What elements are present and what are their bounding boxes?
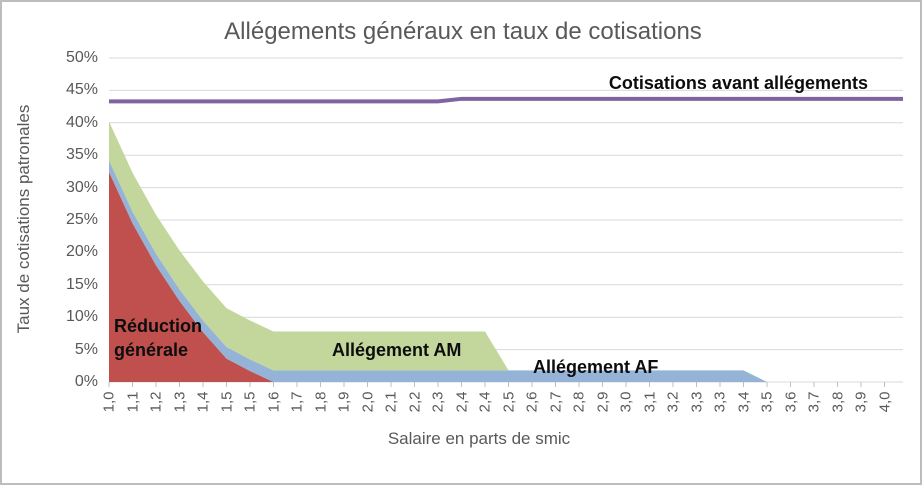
- y-tick-label: 45%: [65, 81, 98, 99]
- series-label-cotisations-avant-allegements: Cotisations avant allégements: [608, 73, 868, 93]
- y-tick-label: 30%: [65, 178, 98, 196]
- y-tick-label: 50%: [65, 49, 98, 66]
- x-tick-label: 1,6: [265, 391, 282, 413]
- x-tick-label: 2,9: [594, 391, 611, 413]
- x-tick-label: 3,0: [617, 391, 635, 413]
- x-tick-label: 3,1: [641, 391, 658, 413]
- x-tick-label: 3,2: [664, 391, 682, 413]
- x-tick-label: 1,3: [171, 391, 188, 413]
- chart-title: Allégements généraux en taux de cotisati…: [224, 18, 702, 45]
- x-tick-label: 1,9: [335, 391, 353, 413]
- y-tick-label: 5%: [74, 340, 98, 358]
- x-tick-label: 2,5: [500, 391, 517, 413]
- x-tick-label: 1,2: [147, 391, 165, 413]
- x-tick-label: 4,0: [876, 391, 893, 413]
- x-tick-label: 1,1: [124, 391, 141, 413]
- x-tick-label: 3,4: [735, 391, 752, 413]
- x-tick-label: 2,0: [359, 391, 376, 413]
- x-tick-label: 2,2: [406, 391, 423, 413]
- y-tick-label: 35%: [65, 146, 98, 164]
- y-tick-label: 20%: [65, 243, 98, 261]
- x-tick-label: 2,1: [382, 391, 400, 413]
- y-axis-title: Taux de cotisations patronales: [14, 104, 33, 334]
- y-tick-label: 10%: [65, 308, 98, 326]
- x-axis-title: Salaire en parts de smic: [387, 429, 571, 448]
- series-label-reduction-generale: Réduction générale: [114, 316, 202, 360]
- x-tick-label: 2,4: [453, 391, 470, 413]
- y-tick-label: 25%: [65, 211, 98, 228]
- x-tick-label: 2,6: [523, 391, 541, 413]
- area-r-duction-g-n-rale: [109, 172, 885, 382]
- x-tick-label: 1,5: [218, 391, 235, 413]
- series-label-allegement-am: Allégement AM: [332, 340, 462, 360]
- x-tick-label: 2,8: [570, 391, 588, 413]
- area-all-gement-am: [109, 121, 885, 382]
- x-tick-label: 3,7: [805, 391, 823, 413]
- series-label-allegement-af: Allégement AF: [533, 357, 659, 377]
- y-tick-label: 0%: [74, 373, 98, 390]
- area-all-gement-af: [109, 160, 885, 382]
- x-tick-label: 2,7: [547, 391, 564, 413]
- x-tick-label: 1,8: [312, 391, 329, 413]
- x-tick-label: 1,4: [194, 391, 212, 413]
- x-tick-label: 1,7: [288, 391, 306, 413]
- x-tick-label: 3,3: [711, 391, 729, 413]
- x-tick-label: 3,5: [758, 391, 776, 413]
- x-tick-label: 3,9: [852, 391, 870, 413]
- line-cotisations-avant-all-gements: [109, 96, 903, 104]
- x-tick-label: 1,0: [100, 391, 118, 413]
- x-tick-label: 3,6: [782, 391, 799, 413]
- x-tick-label: 1,5: [241, 391, 259, 413]
- x-tick-label: 2,4: [476, 391, 494, 413]
- x-tick-label: 3,8: [829, 391, 846, 413]
- y-tick-label: 40%: [65, 113, 98, 131]
- y-tick-label: 15%: [65, 275, 98, 293]
- x-tick-label: 3,3: [688, 391, 705, 413]
- x-tick-label: 2,3: [429, 391, 447, 413]
